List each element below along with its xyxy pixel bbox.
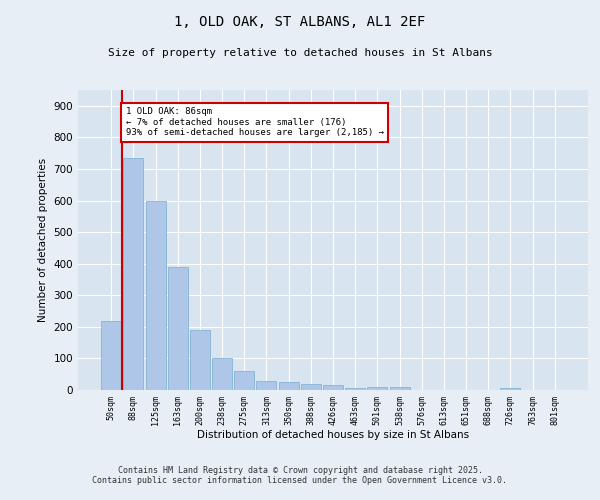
Bar xyxy=(124,158,143,390)
Y-axis label: Number of detached properties: Number of detached properties xyxy=(38,158,48,322)
Bar xyxy=(500,388,520,390)
Bar xyxy=(389,387,410,390)
Bar xyxy=(146,200,166,390)
Text: Contains HM Land Registry data © Crown copyright and database right 2025.
Contai: Contains HM Land Registry data © Crown c… xyxy=(92,466,508,485)
Bar xyxy=(345,388,365,390)
Text: Size of property relative to detached houses in St Albans: Size of property relative to detached ho… xyxy=(107,48,493,58)
Bar xyxy=(212,358,232,390)
Bar xyxy=(101,320,121,390)
Bar xyxy=(301,384,321,390)
Text: 1 OLD OAK: 86sqm
← 7% of detached houses are smaller (176)
93% of semi-detached : 1 OLD OAK: 86sqm ← 7% of detached houses… xyxy=(125,108,383,137)
Bar xyxy=(278,382,299,390)
X-axis label: Distribution of detached houses by size in St Albans: Distribution of detached houses by size … xyxy=(197,430,469,440)
Bar xyxy=(190,330,210,390)
Bar xyxy=(367,387,388,390)
Bar xyxy=(168,267,188,390)
Bar xyxy=(256,380,277,390)
Bar xyxy=(234,371,254,390)
Bar xyxy=(323,386,343,390)
Text: 1, OLD OAK, ST ALBANS, AL1 2EF: 1, OLD OAK, ST ALBANS, AL1 2EF xyxy=(175,15,425,29)
